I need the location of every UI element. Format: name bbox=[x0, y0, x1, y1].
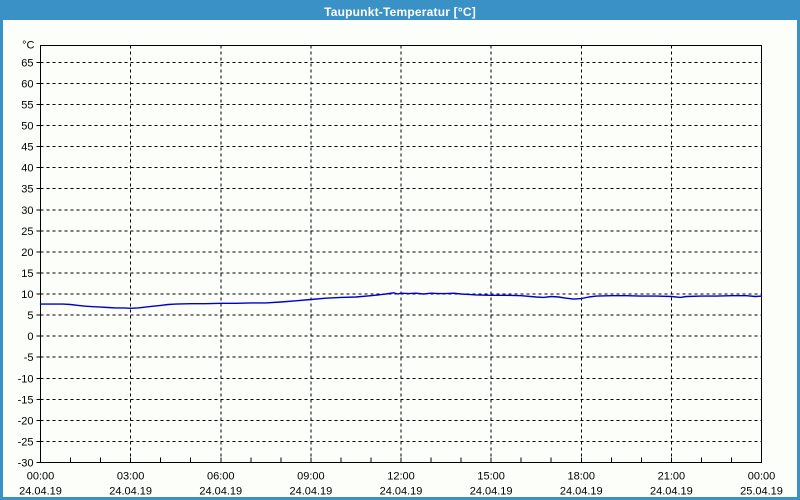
x-tick-date-label: 24.04.19 bbox=[199, 486, 242, 498]
y-tick-label: -15 bbox=[18, 394, 34, 406]
x-tick-date-label: 24.04.19 bbox=[19, 486, 62, 498]
x-tick-time-label: 12:00 bbox=[387, 471, 415, 483]
y-tick-label: -25 bbox=[18, 436, 34, 448]
x-tick-date-label: 25.04.19 bbox=[740, 486, 783, 498]
y-axis-unit: °C bbox=[22, 40, 34, 52]
x-tick-time-label: 18:00 bbox=[567, 471, 595, 483]
axes-frame bbox=[36, 45, 762, 463]
x-tick-time-label: 21:00 bbox=[658, 471, 686, 483]
y-tick-label: 20 bbox=[21, 247, 33, 259]
series-line-taupunkt-temperatur bbox=[39, 292, 763, 309]
y-tick-label: 65 bbox=[21, 57, 33, 69]
y-tick-label: 15 bbox=[21, 268, 33, 280]
x-tick-time-label: 00:00 bbox=[27, 471, 55, 483]
gridlines bbox=[40, 45, 762, 463]
window-titlebar: Taupunkt-Temperatur [°C] bbox=[3, 3, 797, 20]
y-tick-label: 30 bbox=[21, 205, 33, 217]
x-tick-date-label: 24.04.19 bbox=[560, 486, 603, 498]
x-tick-date-label: 24.04.19 bbox=[109, 486, 152, 498]
x-tick-date-label: 24.04.19 bbox=[380, 486, 423, 498]
x-tick-date-label: 24.04.19 bbox=[650, 486, 693, 498]
y-tick-label: 60 bbox=[21, 78, 33, 90]
y-tick-label: 35 bbox=[21, 184, 33, 196]
y-tick-label: 45 bbox=[21, 142, 33, 154]
x-tick-date-label: 24.04.19 bbox=[470, 486, 513, 498]
y-tick-label: 50 bbox=[21, 121, 33, 133]
y-tick-label: -30 bbox=[18, 458, 34, 470]
dewpoint-line-chart: 65605550454035302520151050-5-10-15-20-25… bbox=[18, 40, 783, 498]
plot-frame bbox=[40, 45, 762, 463]
axis-labels: 65605550454035302520151050-5-10-15-20-25… bbox=[18, 40, 783, 498]
chart-container: 65 60 55 50 45 40 35 30 25 20 15 10 5 0 -5 -10 -15 -20 -25… bbox=[3, 20, 797, 498]
x-tick-time-label: 03:00 bbox=[117, 471, 145, 483]
y-tick-label: -10 bbox=[18, 373, 34, 385]
y-tick-label: -20 bbox=[18, 415, 34, 427]
x-tick-time-label: 15:00 bbox=[477, 471, 505, 483]
y-tick-label: -5 bbox=[24, 352, 34, 364]
y-tick-label: 0 bbox=[27, 331, 33, 343]
y-tick-label: 25 bbox=[21, 226, 33, 238]
window-title: Taupunkt-Temperatur [°C] bbox=[324, 4, 476, 19]
x-tick-time-label: 06:00 bbox=[207, 471, 235, 483]
x-tick-date-label: 24.04.19 bbox=[289, 486, 332, 498]
y-tick-label: 40 bbox=[21, 163, 33, 175]
y-tick-label: 10 bbox=[21, 289, 33, 301]
y-tick-label: 55 bbox=[21, 99, 33, 111]
y-tick-label: 5 bbox=[27, 310, 33, 322]
x-tick-time-label: 00:00 bbox=[748, 471, 776, 483]
x-tick-time-label: 09:00 bbox=[297, 471, 325, 483]
